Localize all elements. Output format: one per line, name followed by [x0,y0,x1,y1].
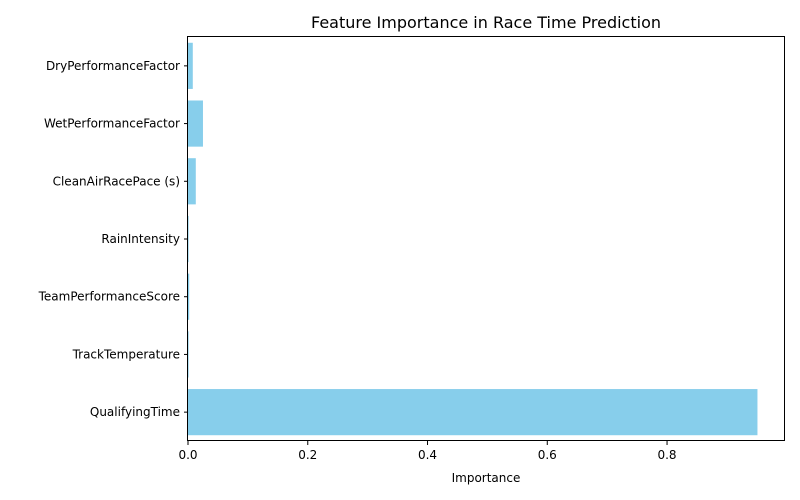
x-tick-label: 0.2 [298,448,317,462]
bar-wetperformancefactor [188,100,203,147]
bar-tracktemperature [188,331,189,378]
bar-teamperformancescore [188,273,190,320]
x-tick-label: 0.0 [178,448,197,462]
y-tick-label-tracktemperature: TrackTemperature [72,347,180,361]
y-tick-label-rainintensity: RainIntensity [101,232,180,246]
x-tick-label: 0.6 [538,448,557,462]
bar-dryperformancefactor [188,42,193,89]
x-tick-label: 0.8 [657,448,676,462]
y-tick-label-cleanairracepace-s: CleanAirRacePace (s) [53,174,180,188]
plot-area-frame [187,36,785,441]
y-tick-label-dryperformancefactor: DryPerformanceFactor [46,59,180,73]
y-tick-label-teamperformancescore: TeamPerformanceScore [38,290,180,304]
y-axis-ticks: QualifyingTime TrackTemperature TeamPerfor… [38,59,188,419]
x-axis-label: Importance [452,471,521,485]
x-axis-ticks: 0.0 0.2 0.4 0.6 0.8 [178,441,677,462]
bars-group [188,42,758,436]
bar-cleanairracepace-s [188,158,196,205]
y-tick-label-wetperformancefactor: WetPerformanceFactor [44,117,180,131]
y-tick-label-qualifyingtime: QualifyingTime [90,405,180,419]
x-tick-label: 0.4 [418,448,437,462]
bar-rainintensity [188,215,189,263]
chart-title: Feature Importance in Race Time Predicti… [311,13,661,32]
bar-qualifyingtime [188,389,758,436]
